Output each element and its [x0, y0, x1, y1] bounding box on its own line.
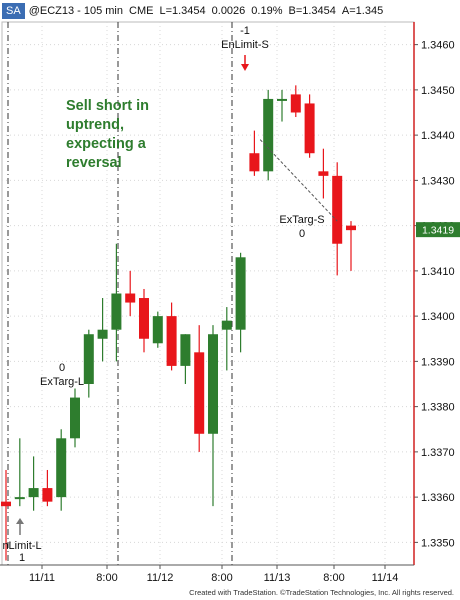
y-tick-label: 1.3400	[421, 311, 455, 323]
symbol-label: @ECZ13 - 105 min	[28, 5, 123, 17]
y-tick-label: 1.3360	[421, 492, 455, 504]
candle-body	[70, 397, 80, 439]
annotation-line-4: reversal	[66, 155, 122, 171]
candle	[249, 130, 260, 176]
candle-body	[14, 497, 25, 500]
y-tick-label: 1.3440	[421, 130, 455, 142]
candle	[235, 252, 246, 353]
x-tick-label: 8:00	[96, 572, 117, 584]
candle-body	[332, 175, 343, 244]
x-tick-label: 8:00	[211, 572, 232, 584]
candle	[180, 334, 191, 384]
candle	[208, 325, 218, 507]
candle	[346, 221, 356, 271]
copyright-footer: Created with TradeStation. ©TradeStation…	[189, 588, 454, 597]
candle-body	[56, 438, 67, 498]
candle-body	[166, 316, 177, 366]
entry-long-qty: 1	[19, 552, 25, 564]
y-tick-label: 1.3390	[421, 356, 455, 368]
last-price-tag: 1.3419	[416, 222, 460, 238]
candle-body	[208, 334, 218, 434]
candle	[139, 288, 149, 353]
candle-body	[1, 501, 11, 507]
y-tick-label: 1.3350	[421, 537, 455, 549]
x-tick-label: 11/11	[29, 572, 55, 584]
down-arrow-icon	[241, 55, 249, 71]
ask-price: A=1.345	[341, 5, 384, 17]
candle	[28, 456, 39, 511]
candle-body	[235, 257, 246, 330]
candle-body	[249, 153, 260, 172]
net-change: 0.0026	[211, 5, 246, 17]
candle	[332, 162, 343, 276]
y-tick-label: 1.3460	[421, 40, 455, 52]
symbol-box[interactable]: SA	[2, 3, 25, 19]
candle	[194, 325, 205, 452]
up-arrow-icon	[16, 518, 24, 535]
candle	[14, 438, 25, 507]
candle-body	[180, 334, 191, 366]
candle	[290, 85, 301, 118]
candle-body	[28, 488, 39, 498]
candle-body	[277, 98, 287, 101]
candle	[166, 302, 177, 371]
exit-short-label: ExTarg-S	[279, 214, 324, 226]
annotation-line-3: expecting a	[66, 136, 147, 152]
candle-body	[263, 98, 274, 172]
exit-long-label: ExTarg-L	[40, 376, 84, 388]
candle	[221, 307, 232, 371]
candle	[56, 429, 67, 511]
candle-body	[221, 320, 232, 330]
candle-body	[346, 225, 356, 231]
candle-body	[318, 171, 329, 176]
candle	[304, 94, 315, 158]
candle	[111, 243, 122, 362]
candle	[318, 148, 329, 199]
candle-body	[125, 293, 136, 303]
candle-body	[152, 316, 163, 344]
candle	[42, 469, 53, 507]
exit-long-qty: 0	[59, 362, 65, 374]
x-tick-label: 11/14	[372, 572, 399, 584]
candle	[152, 311, 163, 348]
candle	[263, 89, 274, 181]
y-tick-label: 1.3380	[421, 402, 455, 414]
candle	[1, 469, 11, 561]
entry-long-label: nLimit-L	[2, 540, 41, 552]
candle-body	[111, 293, 122, 330]
candle	[277, 89, 287, 122]
annotation-line-2: uptrend,	[66, 117, 124, 133]
exchange-label: CME	[129, 5, 154, 17]
exit-short-qty: 0	[299, 228, 305, 240]
y-tick-label: 1.3430	[421, 175, 455, 187]
candle-body	[42, 488, 53, 502]
candle	[97, 298, 108, 362]
x-tick-label: 8:00	[323, 572, 344, 584]
bid-price: B=1.3454	[288, 5, 336, 17]
candle-body	[83, 334, 94, 384]
candle-body	[304, 103, 315, 154]
y-tick-label: 1.3450	[421, 85, 455, 97]
candle	[125, 270, 136, 317]
entry-short-qty: -1	[240, 25, 250, 37]
x-tick-label: 11/12	[147, 572, 174, 584]
trend-line	[259, 139, 338, 222]
y-tick-label: 1.3410	[421, 266, 455, 278]
pct-change: 0.19%	[251, 5, 283, 17]
y-tick-label: 1.3370	[421, 447, 455, 459]
x-tick-label: 11/13	[264, 572, 291, 584]
annotation-line-1: Sell short in	[66, 98, 149, 114]
candle-body	[139, 298, 149, 339]
last-price: L=1.3454	[159, 5, 206, 17]
candle	[83, 329, 94, 398]
candle-body	[290, 94, 301, 113]
chart-header: SA @ECZ13 - 105 min CME L=1.3454 0.0026 …	[0, 0, 414, 22]
candle-body	[194, 352, 205, 434]
entry-short-label: EnLimit-S	[221, 39, 269, 51]
candle-body	[97, 329, 108, 339]
candle	[70, 388, 80, 448]
last-price-tag-text: 1.3419	[422, 225, 454, 237]
